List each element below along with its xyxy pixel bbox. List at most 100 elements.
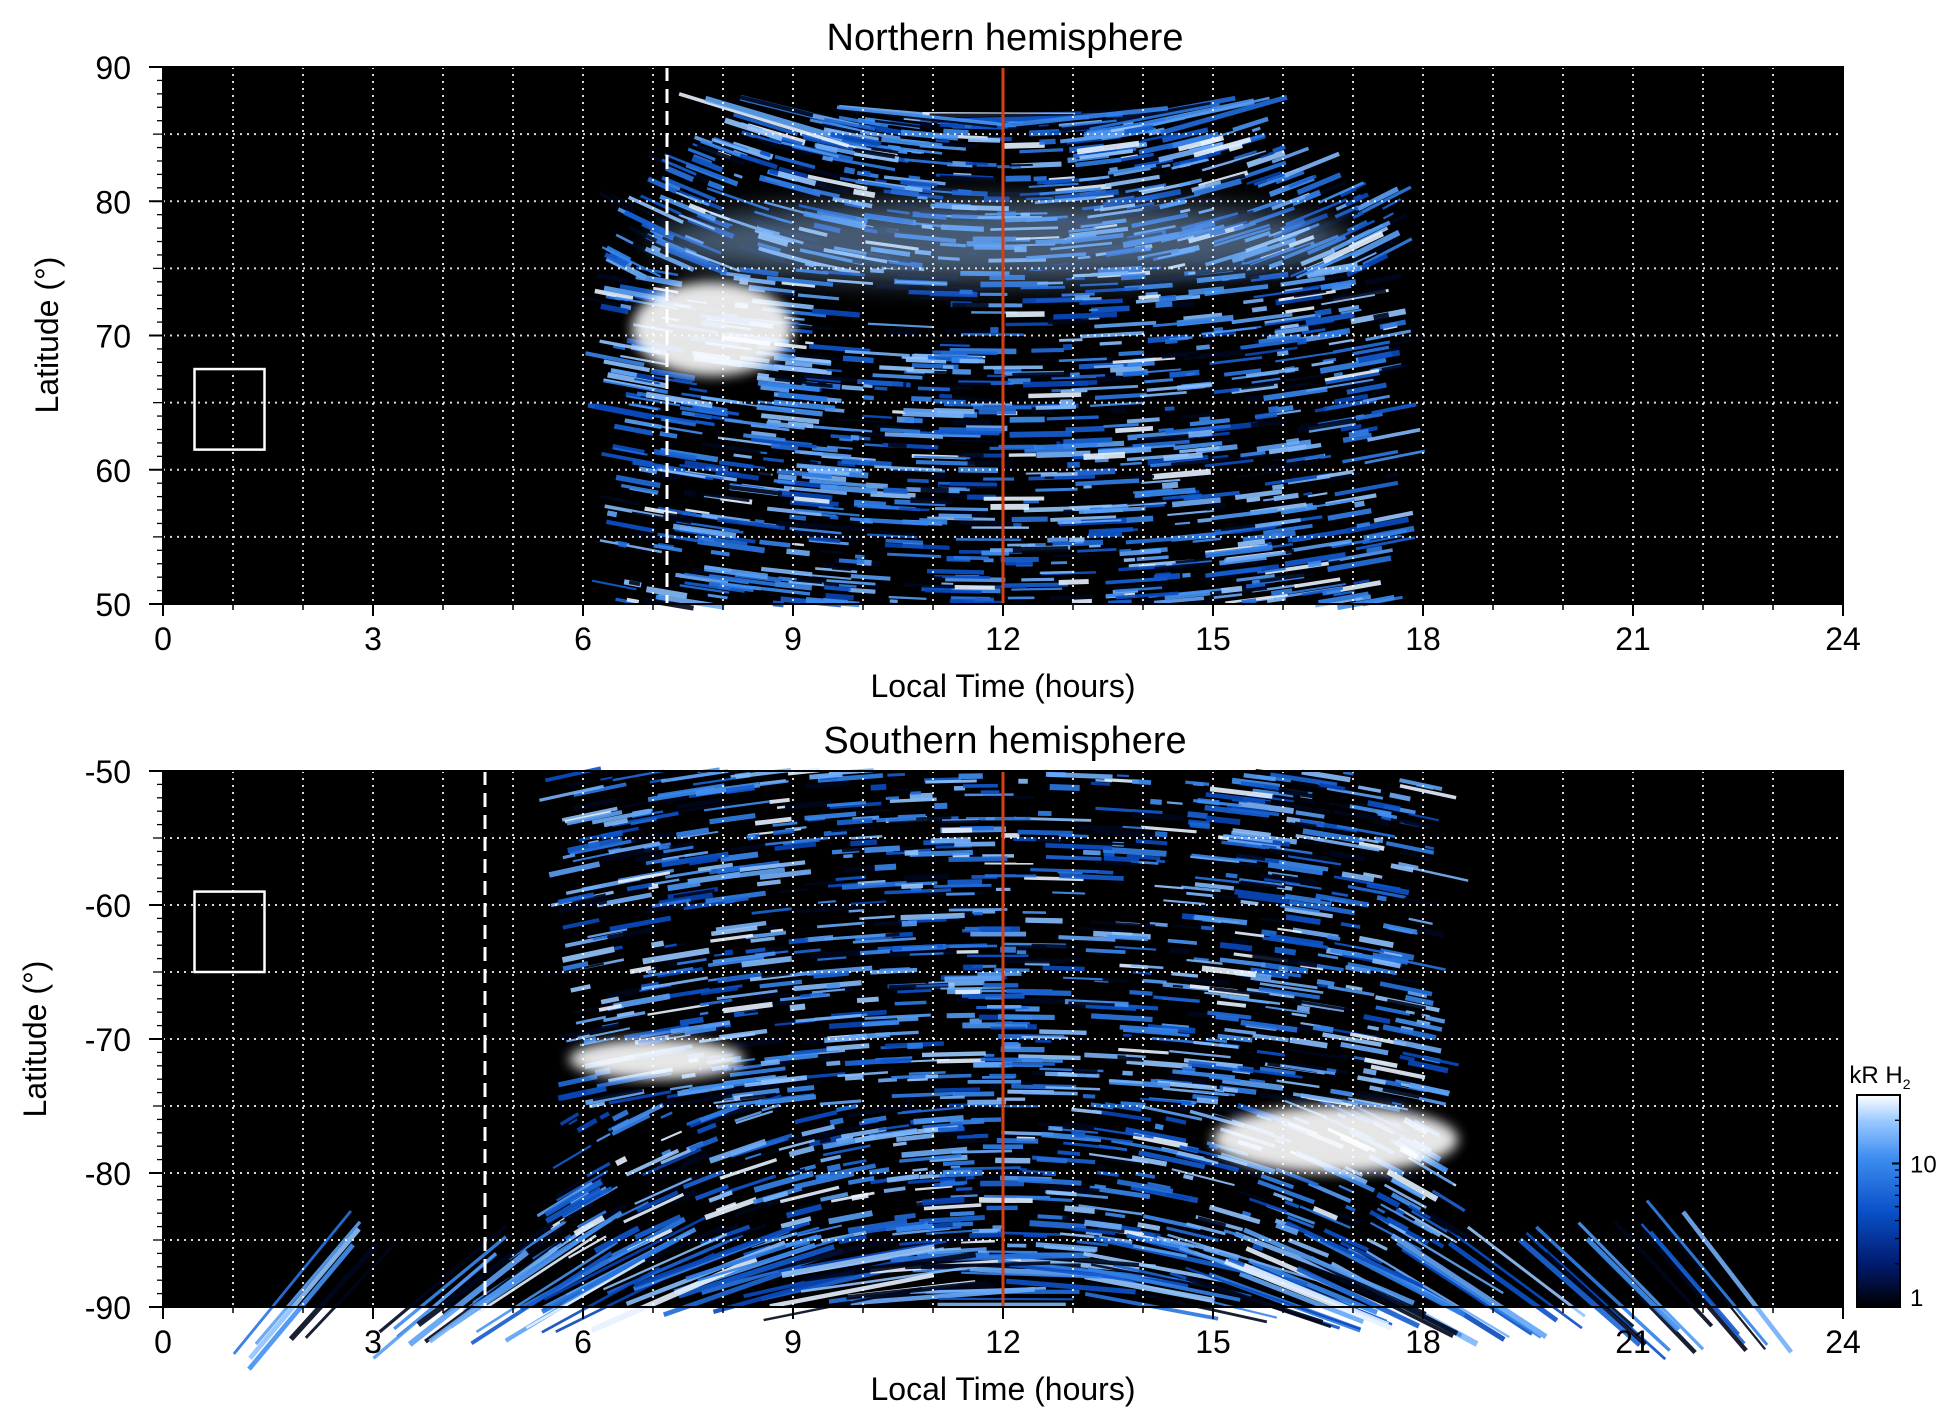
emission-streak <box>1307 560 1322 568</box>
emission-streak <box>1165 1116 1187 1125</box>
emission-streak <box>575 1015 607 1025</box>
emission-streak <box>955 1176 966 1182</box>
emission-streak <box>656 1153 713 1180</box>
emission-streak <box>1147 334 1189 344</box>
emission-streak <box>909 849 973 857</box>
emission-streak <box>1245 582 1266 589</box>
emission-streak <box>539 784 604 802</box>
emission-streak <box>756 879 781 887</box>
emission-streak <box>1059 873 1124 881</box>
emission-streak <box>1286 1047 1341 1060</box>
emission-streak <box>1348 428 1370 438</box>
emission-streak <box>933 883 992 888</box>
emission-streak <box>983 496 1045 501</box>
emission-streak <box>1030 358 1048 361</box>
emission-streak <box>248 1227 361 1360</box>
emission-streak <box>739 266 779 277</box>
emission-streak <box>1104 174 1160 188</box>
emission-streak <box>1399 1054 1415 1062</box>
emission-streak <box>1284 906 1333 919</box>
emission-streak <box>1183 312 1223 321</box>
emission-streak <box>543 1216 706 1301</box>
emission-streak <box>1064 1205 1095 1214</box>
emission-streak <box>910 791 922 795</box>
emission-streak <box>925 779 977 784</box>
emission-streak <box>1349 804 1392 816</box>
emission-streak <box>1363 1014 1391 1025</box>
emission-streak <box>1296 417 1357 433</box>
emission-streak <box>872 373 923 380</box>
emission-streak <box>955 904 969 910</box>
emission-streak <box>774 351 839 361</box>
emission-streak <box>567 1235 607 1259</box>
emission-streak <box>1219 942 1253 952</box>
emission-streak <box>970 931 1027 937</box>
emission-streak <box>983 983 1019 988</box>
emission-streak <box>1366 1237 1388 1251</box>
emission-streak <box>1004 105 1169 128</box>
emission-streak <box>734 1110 762 1122</box>
y-tick-label: -70 <box>85 1022 131 1058</box>
emission-streak <box>950 439 997 443</box>
emission-streak <box>1233 150 1258 160</box>
emission-streak <box>1009 163 1033 167</box>
emission-streak <box>1126 417 1160 424</box>
y-tick-label: 80 <box>95 184 131 220</box>
emission-streak <box>1215 1062 1238 1069</box>
emission-streak <box>1045 1086 1101 1091</box>
emission-streak <box>1094 392 1147 400</box>
emission-streak <box>1023 1232 1048 1238</box>
emission-streak <box>1030 867 1099 874</box>
emission-streak <box>657 594 725 610</box>
emission-streak <box>907 1078 928 1082</box>
emission-streak <box>1213 593 1243 599</box>
emission-streak <box>1328 286 1387 303</box>
emission-streak <box>1102 118 1166 131</box>
emission-streak <box>772 828 795 836</box>
emission-streak <box>807 174 868 191</box>
emission-streak <box>794 1109 838 1125</box>
emission-streak <box>1327 508 1372 521</box>
emission-streak <box>697 862 734 872</box>
emission-streak <box>875 179 887 184</box>
emission-streak <box>1268 848 1333 862</box>
emission-streak <box>843 166 856 175</box>
emission-streak <box>1277 927 1302 934</box>
emission-streak <box>609 915 672 932</box>
emission-streak <box>623 1192 685 1224</box>
emission-streak <box>1083 1251 1229 1284</box>
emission-streak <box>603 285 666 303</box>
emission-streak <box>1053 1127 1099 1134</box>
emission-streak <box>608 841 661 855</box>
emission-streak <box>1017 829 1073 836</box>
emission-streak <box>1146 382 1213 392</box>
emission-streak <box>724 484 783 496</box>
emission-streak <box>1246 171 1282 186</box>
emission-streak <box>1398 861 1419 869</box>
emission-streak <box>1186 372 1195 376</box>
emission-streak <box>1187 1011 1216 1019</box>
emission-streak <box>955 1187 973 1191</box>
emission-streak <box>1240 337 1303 350</box>
emission-streak <box>1364 449 1426 465</box>
emission-streak <box>883 487 908 495</box>
emission-streak <box>1258 986 1321 1000</box>
emission-streak <box>884 888 952 895</box>
emission-streak <box>774 154 816 170</box>
emission-streak <box>645 391 713 409</box>
emission-streak <box>689 984 743 995</box>
emission-streak <box>1154 884 1184 890</box>
emission-streak <box>758 992 793 1000</box>
emission-streak <box>1645 1199 1769 1346</box>
emission-streak <box>880 427 921 434</box>
emission-streak <box>838 558 865 565</box>
emission-streak <box>766 275 834 287</box>
southern-title: Southern hemisphere <box>823 720 1186 762</box>
emission-streak <box>793 496 830 506</box>
emission-streak <box>1090 1263 1218 1290</box>
emission-streak <box>1295 810 1325 819</box>
emission-streak <box>899 1153 962 1163</box>
emission-streak <box>1157 1080 1217 1091</box>
emission-streak <box>1234 931 1265 938</box>
